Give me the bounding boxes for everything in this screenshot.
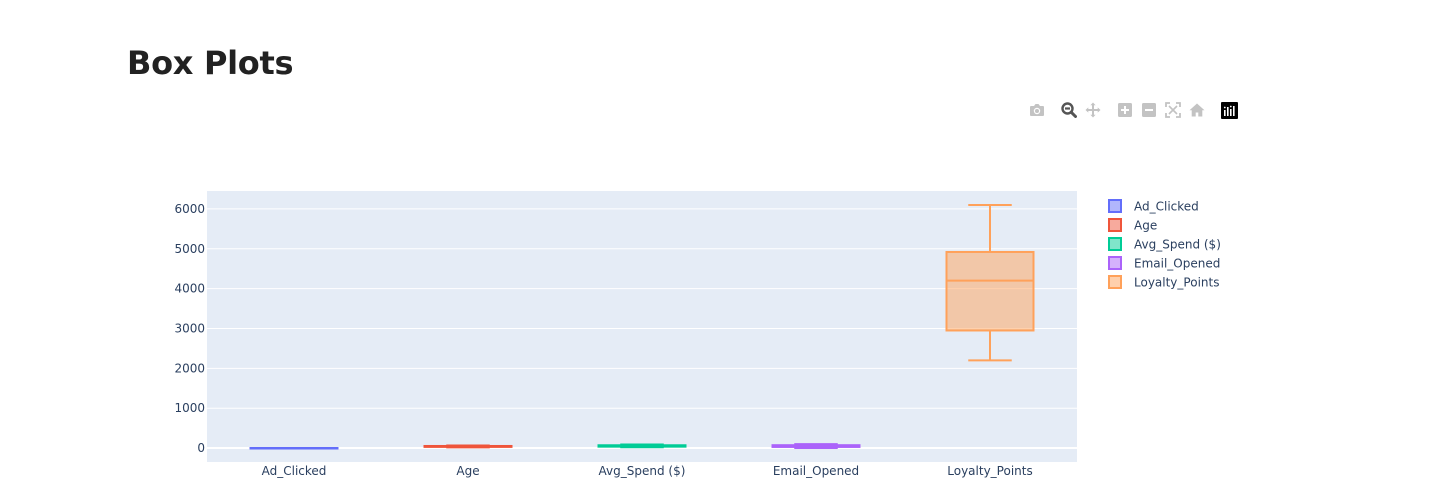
camera-icon[interactable] xyxy=(1027,100,1047,120)
zoom-out-icon[interactable] xyxy=(1139,100,1159,120)
x-tick-label: Age xyxy=(456,464,479,478)
legend-swatch xyxy=(1108,199,1122,213)
y-tick-label: 1000 xyxy=(174,401,205,415)
plot-area[interactable] xyxy=(207,191,1077,462)
y-tick-label: 5000 xyxy=(174,242,205,256)
legend-item[interactable]: Loyalty_Points xyxy=(1108,275,1219,290)
x-tick-label: Loyalty_Points xyxy=(947,464,1032,478)
x-tick-label: Ad_Clicked xyxy=(262,464,327,478)
legend-item[interactable]: Age xyxy=(1108,218,1157,233)
legend-label: Age xyxy=(1134,219,1157,233)
reset-axes-icon[interactable] xyxy=(1187,100,1207,120)
autoscale-icon[interactable] xyxy=(1163,100,1183,120)
x-tick-label: Avg_Spend ($) xyxy=(599,464,686,478)
y-tick-label: 0 xyxy=(197,441,205,455)
legend-swatch xyxy=(1108,256,1122,270)
legend-item[interactable]: Email_Opened xyxy=(1108,256,1220,271)
y-tick-label: 2000 xyxy=(174,361,205,375)
y-tick-label: 6000 xyxy=(174,202,205,216)
box-4[interactable] xyxy=(945,203,1035,362)
modebar xyxy=(1026,100,1240,120)
zoom-icon[interactable] xyxy=(1059,100,1079,120)
legend-swatch xyxy=(1108,218,1122,232)
plotly-logo-icon[interactable] xyxy=(1219,100,1239,120)
page-title: Box Plots xyxy=(127,44,294,82)
legend-label: Avg_Spend ($) xyxy=(1134,238,1221,252)
y-tick-label: 3000 xyxy=(174,321,205,335)
legend-label: Ad_Clicked xyxy=(1134,200,1199,214)
legend-label: Loyalty_Points xyxy=(1134,276,1219,290)
x-axis-ticks: Ad_Clicked Age Avg_Spend ($) Email_Opened Lo… xyxy=(262,464,1033,478)
legend: Ad_Clicked Age Avg_Spend ($) Email_Opened Lo… xyxy=(1108,199,1221,290)
box-1[interactable] xyxy=(423,444,513,449)
box-body xyxy=(945,250,1035,332)
zoom-in-icon[interactable] xyxy=(1115,100,1135,120)
legend-swatch xyxy=(1108,275,1122,289)
legend-swatch xyxy=(1108,237,1122,251)
pan-icon[interactable] xyxy=(1083,100,1103,120)
box-0[interactable] xyxy=(249,447,339,450)
box-3[interactable] xyxy=(771,443,861,450)
box-2[interactable] xyxy=(597,443,687,449)
y-tick-label: 4000 xyxy=(174,282,205,296)
y-axis-ticks: 0 1000 2000 3000 4000 5000 6000 xyxy=(174,202,205,455)
boxes xyxy=(249,203,1035,450)
legend-label: Email_Opened xyxy=(1134,257,1220,271)
legend-item[interactable]: Ad_Clicked xyxy=(1108,199,1199,214)
legend-item[interactable]: Avg_Spend ($) xyxy=(1108,237,1221,252)
x-tick-label: Email_Opened xyxy=(773,464,859,478)
